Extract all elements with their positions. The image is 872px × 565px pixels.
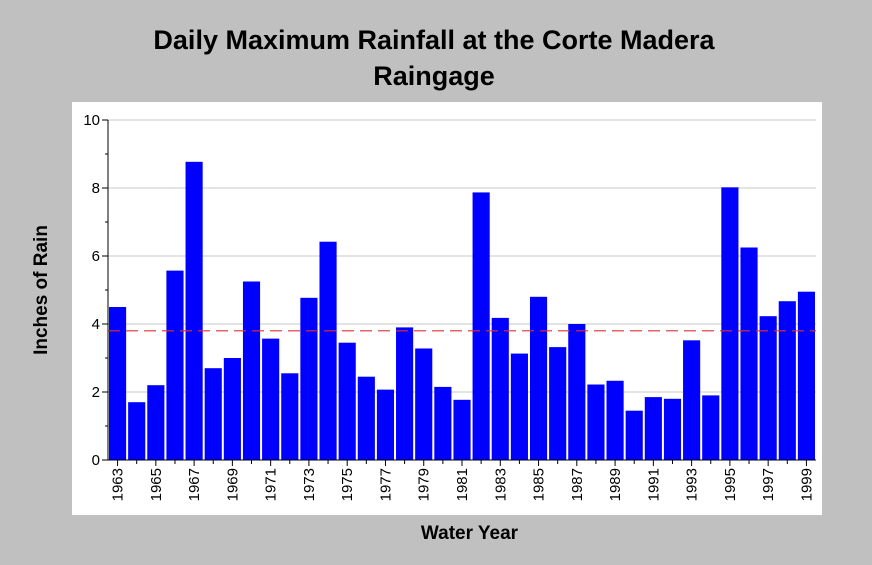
x-tick-label: 1997 bbox=[760, 468, 777, 501]
x-tick-label: 1979 bbox=[416, 468, 433, 501]
grid-lines bbox=[108, 119, 816, 393]
bar-1986 bbox=[549, 347, 567, 460]
bar-1977 bbox=[376, 389, 395, 460]
bar-1971 bbox=[262, 338, 280, 460]
x-tick-label: 1965 bbox=[148, 468, 165, 501]
bar-1980 bbox=[434, 386, 452, 460]
y-tick-label: 6 bbox=[92, 248, 100, 265]
bar-1965 bbox=[147, 385, 165, 460]
x-tick-label: 1975 bbox=[339, 468, 356, 501]
y-tick-label: 10 bbox=[83, 112, 100, 129]
bar-1974 bbox=[319, 241, 337, 460]
x-tick-label: 1993 bbox=[684, 468, 701, 501]
bar-1985 bbox=[529, 296, 548, 460]
bar-1991 bbox=[644, 397, 662, 460]
bar-1984 bbox=[510, 353, 528, 460]
x-tick-label: 1989 bbox=[607, 468, 624, 501]
bar-1963 bbox=[109, 307, 127, 460]
bar-1993 bbox=[683, 340, 701, 460]
bar-1994 bbox=[702, 395, 720, 460]
bar-1969 bbox=[223, 358, 241, 460]
bar-1995 bbox=[721, 187, 739, 460]
x-tick-label: 1969 bbox=[224, 468, 241, 501]
bar-1975 bbox=[338, 342, 356, 460]
chart-title: Daily Maximum Rainfall at the Corte Made… bbox=[0, 22, 868, 94]
x-tick-label: 1967 bbox=[186, 468, 203, 501]
bars bbox=[109, 161, 815, 461]
bar-1973 bbox=[300, 297, 318, 460]
axes: 0 2 4 6 8 10 1963 1965 1967 1969 1971 1973 1975 1977 1… bbox=[83, 112, 816, 501]
bar-1997 bbox=[759, 316, 777, 460]
bar-1983 bbox=[491, 317, 509, 460]
bar-1981 bbox=[453, 399, 471, 460]
chart-title-line-2: Raingage bbox=[373, 61, 495, 91]
y-tick-label: 4 bbox=[92, 316, 100, 333]
bar-1988 bbox=[587, 384, 605, 460]
bar-1966 bbox=[166, 270, 184, 460]
bar-1990 bbox=[625, 410, 643, 460]
x-tick-label: 1983 bbox=[492, 468, 509, 501]
x-tick-label: 1973 bbox=[301, 468, 318, 501]
bar-1987 bbox=[568, 324, 586, 460]
y-tick-label: 0 bbox=[92, 452, 100, 469]
x-tick-label: 1999 bbox=[798, 468, 815, 501]
bar-1982 bbox=[472, 192, 490, 461]
chart-title-line-1: Daily Maximum Rainfall at the Corte Made… bbox=[153, 25, 715, 55]
y-tick-label: 8 bbox=[92, 180, 100, 197]
bar-1968 bbox=[204, 368, 222, 460]
x-tick-label: 1991 bbox=[645, 468, 662, 501]
x-tick-label: 1981 bbox=[454, 468, 471, 501]
x-tick-label: 1995 bbox=[722, 468, 739, 501]
bar-1967 bbox=[185, 161, 203, 460]
bar-1964 bbox=[128, 402, 146, 460]
bar-1998 bbox=[778, 301, 796, 460]
bar-1989 bbox=[606, 380, 624, 460]
bar-1996 bbox=[740, 247, 758, 460]
x-axis-label: Water Year bbox=[420, 523, 519, 544]
x-tick-label: 1971 bbox=[263, 468, 280, 501]
bar-1976 bbox=[357, 376, 375, 460]
bar-1978 bbox=[396, 327, 414, 460]
bar-1970 bbox=[242, 281, 261, 460]
bar-1999 bbox=[797, 291, 815, 460]
bar-1979 bbox=[415, 348, 433, 460]
x-tick-label: 1977 bbox=[377, 468, 394, 501]
bar-1972 bbox=[281, 373, 299, 460]
x-tick-label: 1985 bbox=[531, 468, 548, 501]
y-tick-label: 2 bbox=[92, 384, 100, 401]
x-tick-label: 1987 bbox=[569, 468, 586, 501]
x-tick-label: 1963 bbox=[110, 468, 127, 501]
bar-1992 bbox=[663, 398, 682, 460]
